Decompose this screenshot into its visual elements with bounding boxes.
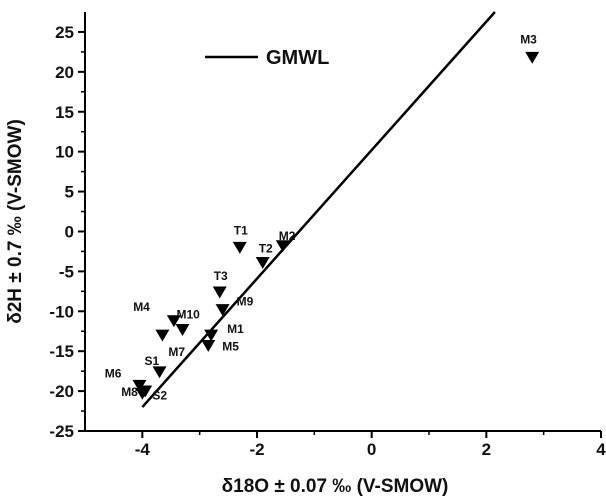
data-point-m7: [155, 329, 170, 342]
data-label-s2: S2: [152, 388, 167, 402]
y-tick-label: 20: [55, 63, 74, 82]
y-tick-label: -25: [49, 422, 74, 441]
y-tick-label: 0: [65, 222, 74, 241]
data-label-s1: S1: [145, 354, 160, 368]
y-tick-label: -10: [49, 302, 74, 321]
x-tick-label: 0: [367, 440, 376, 459]
data-point-t3: [212, 286, 227, 299]
x-tick-label: 2: [482, 440, 491, 459]
data-point-t1: [232, 241, 247, 254]
legend: GMWL: [205, 47, 329, 69]
gmwl-line: [141, 11, 496, 408]
data-label-m7: M7: [168, 345, 185, 359]
legend-label: GMWL: [266, 47, 329, 69]
data-label-m10: M10: [176, 308, 200, 322]
y-tick-label: -15: [49, 342, 74, 361]
data-point-s2: [135, 387, 150, 400]
data-label-m1: M1: [227, 322, 244, 336]
y-tick-label: -20: [49, 382, 74, 401]
x-tick-label: -4: [135, 440, 151, 459]
data-point-m9: [215, 304, 230, 316]
data-point-s1: [152, 366, 167, 379]
data-label-t2: T2: [259, 242, 273, 256]
data-point-m1: [204, 329, 219, 342]
axes: [84, 12, 601, 432]
data-label-m4: M4: [133, 300, 150, 314]
y-tick-label: 5: [65, 183, 74, 202]
data-label-m5: M5: [222, 340, 239, 354]
x-axis-title: δ18O ± 0.07 ‰ (V-SMOW): [222, 476, 449, 497]
x-tick-label: 4: [596, 440, 606, 459]
data-point-m3: [525, 51, 540, 64]
data-label-m2: M2: [279, 229, 296, 243]
data-point-m2: [275, 240, 290, 253]
data-label-m6: M6: [105, 367, 122, 381]
data-point-t2: [255, 257, 270, 269]
data-point-m4: [166, 315, 181, 328]
data-label-t1: T1: [234, 223, 248, 237]
y-tick-label: -5: [59, 262, 74, 281]
y-tick-label: 15: [55, 103, 74, 122]
x-tick-label: -2: [249, 440, 264, 459]
data-label-m3: M3: [520, 32, 537, 46]
data-label-m9: M9: [237, 295, 254, 309]
data-label-m8: M8: [121, 385, 138, 399]
data-point-m10: [175, 324, 190, 336]
data-label-t3: T3: [214, 269, 228, 283]
data-point-m5: [201, 340, 216, 352]
y-axis-title: δ2H ± 0.7 ‰ (V-SMOW): [5, 119, 26, 324]
y-tick-label: 10: [55, 143, 74, 162]
y-tick-label: 25: [55, 23, 74, 42]
series-layer: M1 M2 M3 M4 M5 M6 M7 M8 M9 M10 S1 S2 T1 T2 T3: [105, 11, 540, 408]
